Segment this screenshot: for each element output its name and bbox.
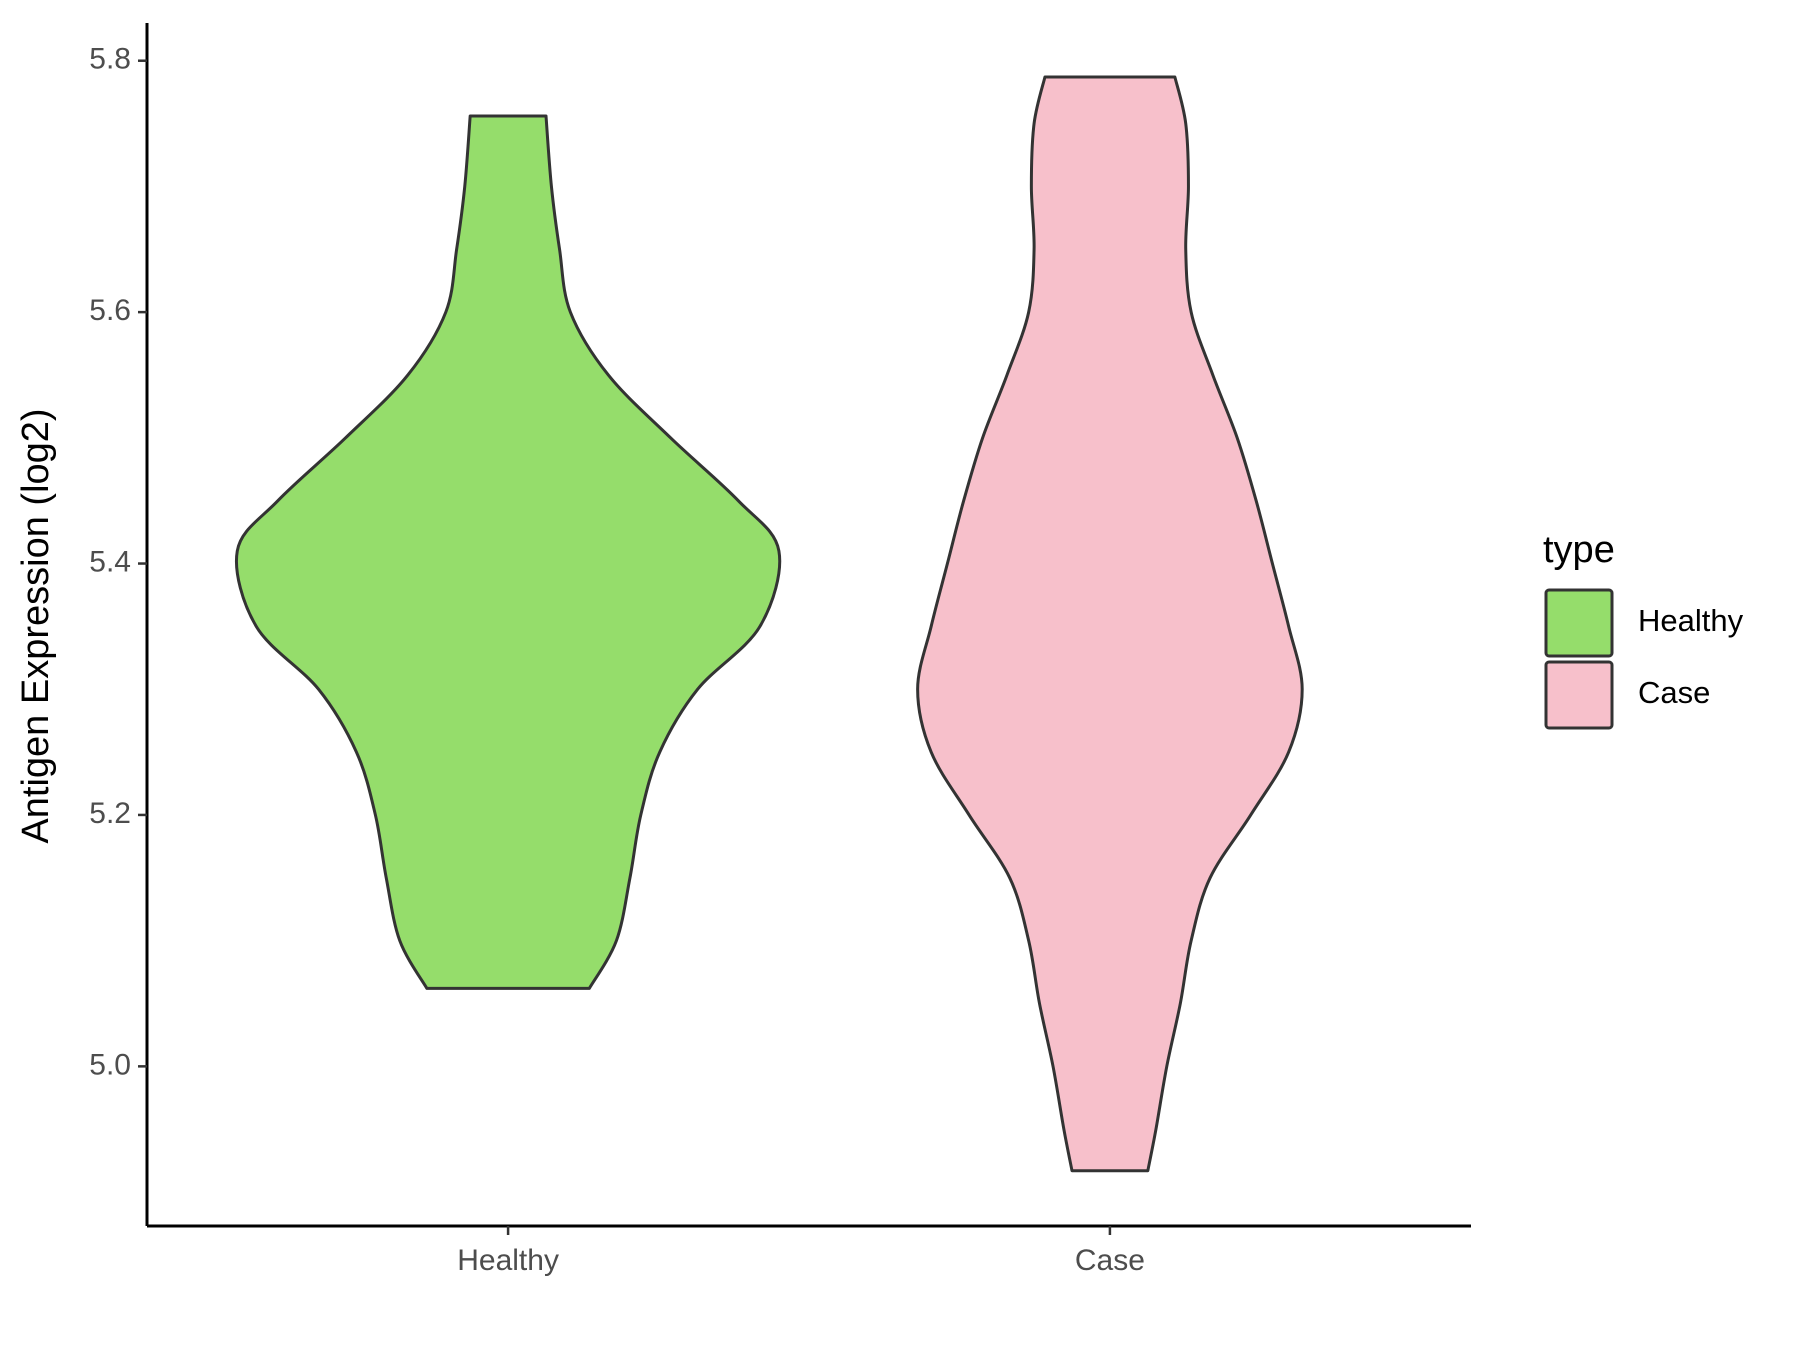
x-tick-label: Healthy <box>457 1244 559 1277</box>
violin <box>916 75 1304 1173</box>
y-tick-label: 5.2 <box>89 797 131 830</box>
legend-label: Case <box>1638 675 1710 710</box>
y-tick-label: 5.4 <box>89 545 131 578</box>
x-tick-label: Case <box>1075 1244 1145 1277</box>
legend-key <box>1544 588 1614 658</box>
y-tick-label: 5.0 <box>89 1048 131 1081</box>
y-tick-label: 5.8 <box>89 43 131 76</box>
y-axis-title: Antigen Expression (log2) <box>15 408 57 843</box>
y-tick-label: 5.6 <box>89 294 131 327</box>
legend-label: Healthy <box>1638 603 1744 638</box>
legend-key <box>1544 660 1614 730</box>
violin <box>235 114 782 990</box>
legend-title: type <box>1543 529 1615 571</box>
